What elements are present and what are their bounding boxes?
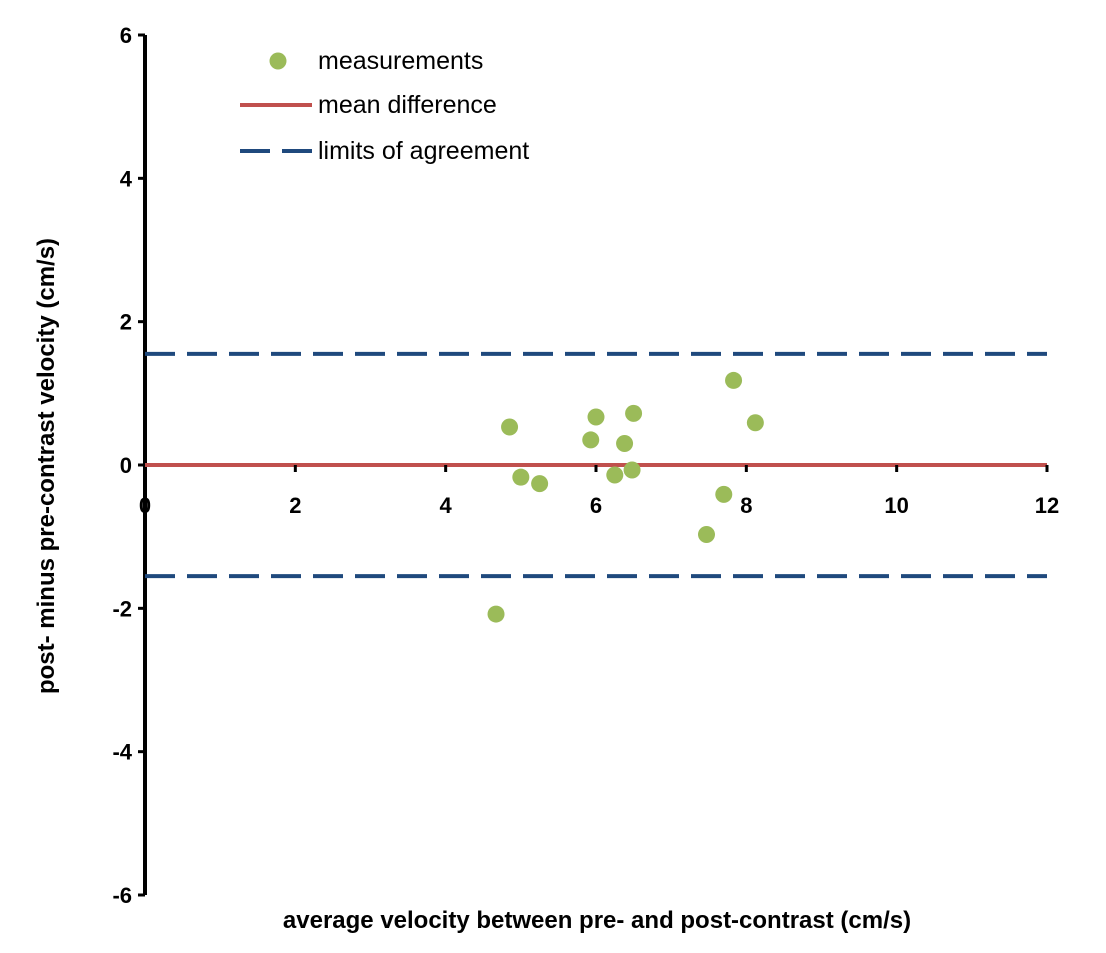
- ticks: 6 4 2 0 -2 -4 -6 0 2 4 6 8 10 12: [112, 23, 1059, 908]
- x-tick-label: 2: [289, 493, 301, 518]
- y-tick-label: 4: [120, 166, 133, 191]
- measurement-point: [587, 408, 605, 426]
- legend: measurements mean difference limits of a…: [240, 47, 529, 165]
- y-tick-label: -4: [112, 740, 132, 765]
- y-tick-label: 0: [120, 453, 132, 478]
- x-axis-title: average velocity between pre- and post-c…: [283, 907, 911, 934]
- measurement-point: [582, 431, 600, 449]
- measurement-point: [746, 414, 764, 432]
- x-tick-label: 8: [740, 493, 752, 518]
- measurement-point: [487, 605, 505, 623]
- measurement-point: [501, 418, 519, 436]
- x-tick-label: 6: [590, 493, 602, 518]
- measurement-point: [715, 485, 733, 503]
- x-tick-label: 10: [884, 493, 908, 518]
- measurement-point: [623, 461, 641, 479]
- measurement-point: [512, 468, 530, 486]
- x-tick-label: 4: [440, 493, 453, 518]
- legend-label-mean-difference: mean difference: [318, 91, 497, 119]
- measurement-point: [606, 466, 624, 484]
- measurement-point: [725, 371, 743, 389]
- y-tick-label: 2: [120, 310, 132, 335]
- measurement-point: [531, 475, 549, 493]
- data-points: [487, 371, 764, 623]
- x-tick-label: 12: [1035, 493, 1059, 518]
- y-axis-title: post- minus pre-contrast velocity (cm/s): [33, 238, 60, 694]
- x-tick-label: 0: [139, 493, 151, 518]
- measurement-point: [616, 435, 634, 452]
- measurement-point: [625, 404, 643, 422]
- legend-label-measurements: measurements: [318, 47, 483, 75]
- y-tick-label: -2: [112, 596, 132, 621]
- legend-marker-measurements: [269, 52, 287, 70]
- y-tick-label: -6: [112, 883, 132, 908]
- measurement-point: [697, 526, 715, 544]
- y-tick-label: 6: [120, 23, 132, 48]
- legend-label-limits-of-agreement: limits of agreement: [318, 137, 529, 165]
